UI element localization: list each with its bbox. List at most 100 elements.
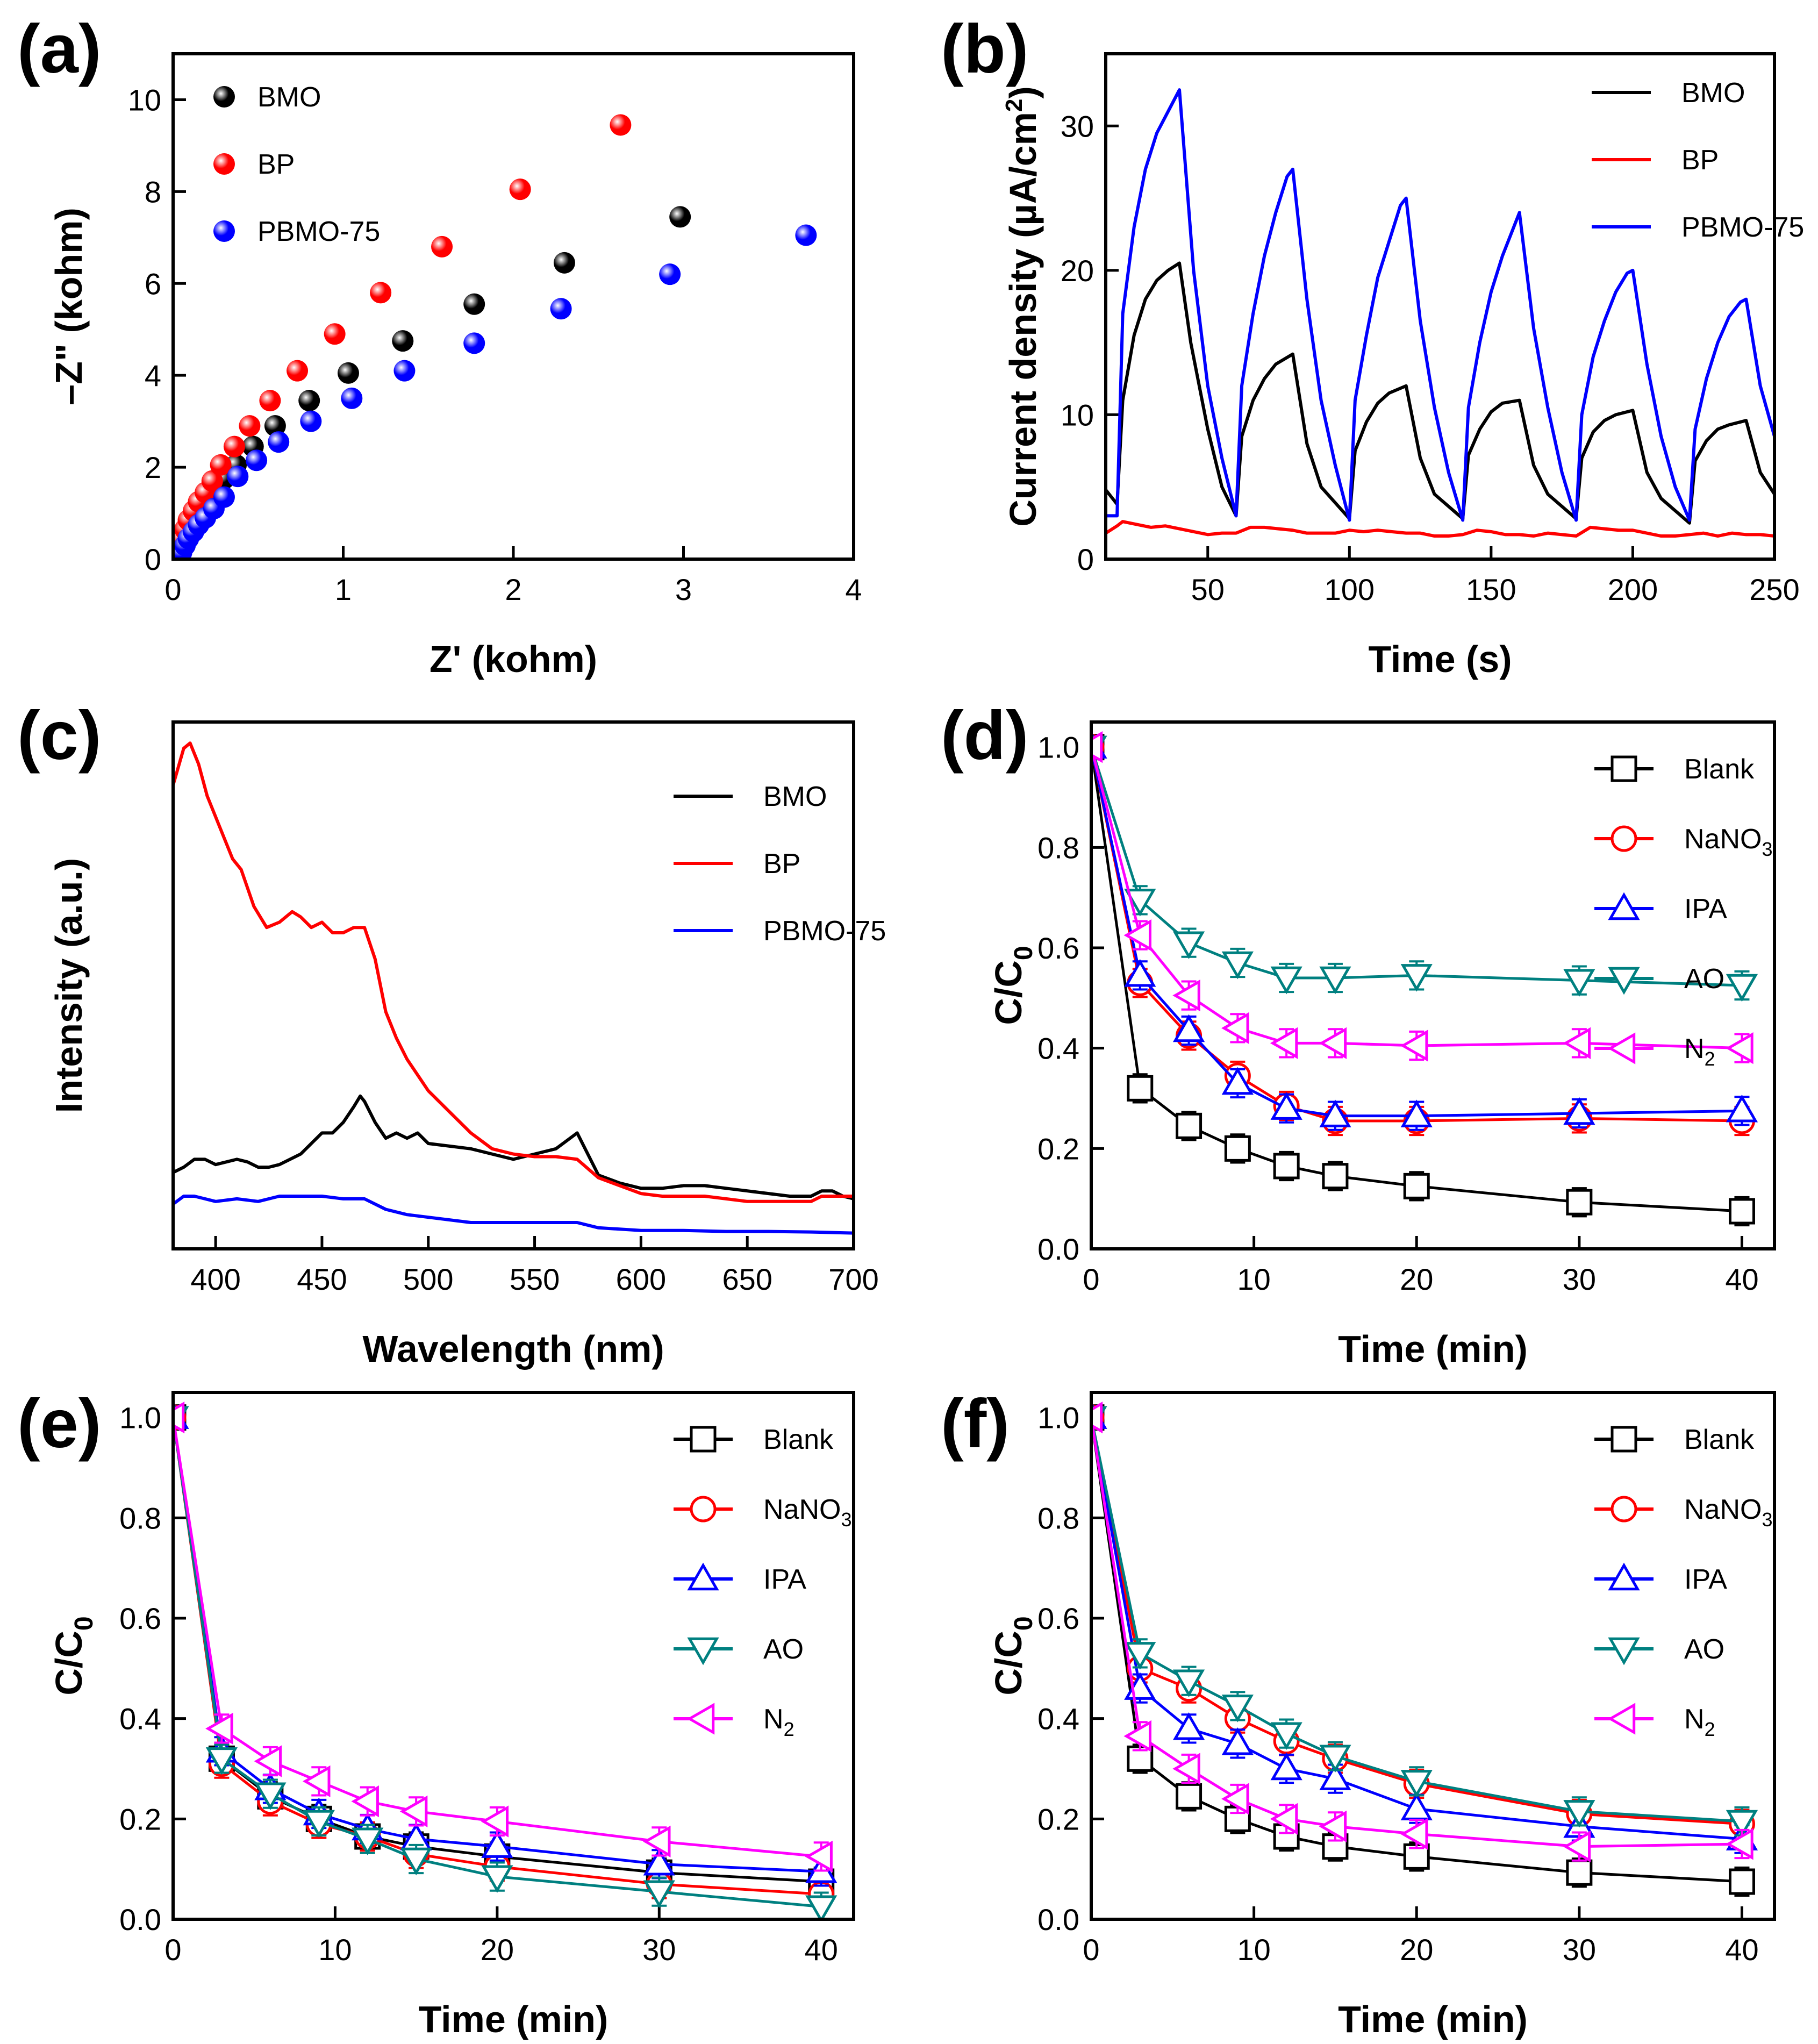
- data-point: [1726, 1810, 1758, 1838]
- data-point: [795, 224, 817, 246]
- y-tick-label: 0.4: [119, 1702, 161, 1736]
- legend-label-text: Blank: [763, 1424, 834, 1455]
- y-axis-label: C/C0: [987, 1616, 1038, 1695]
- legend-label-text: IPA: [1684, 894, 1727, 925]
- data-point: [1726, 1828, 1753, 1860]
- data-point: [1566, 1859, 1593, 1886]
- plot-frame: [171, 720, 855, 1250]
- legend-label: BMO: [257, 82, 321, 113]
- legend-label-sub: 3: [1762, 1509, 1772, 1531]
- data-point: [463, 332, 485, 354]
- x-tick-label: 3: [675, 573, 692, 606]
- y-tick-label: 0.6: [1037, 1602, 1079, 1635]
- data-point: [1091, 731, 1103, 763]
- data-point: [1563, 1097, 1595, 1125]
- x-tick-label: 30: [1563, 1933, 1596, 1967]
- legend-marker: [213, 153, 235, 175]
- y-axis-label-main: Current density (µA/cm: [1002, 112, 1044, 527]
- data-point: [1172, 980, 1200, 1012]
- legend-label-text: N: [1684, 1704, 1705, 1735]
- legend-label-text: Blank: [1684, 754, 1755, 785]
- x-tick-label: 10: [1237, 1262, 1270, 1296]
- y-axis-label: Intensity (a.u.): [48, 858, 90, 1113]
- y-tick-label: 0.6: [119, 1602, 161, 1635]
- series-n: [1091, 1402, 1753, 1863]
- series-line: [1106, 88, 1774, 522]
- series-line: [1106, 261, 1774, 525]
- series-pbmo-75: [1106, 88, 1774, 522]
- y-axis-label-sub: 0: [1010, 1616, 1038, 1631]
- legend-label: IPA: [1684, 1564, 1727, 1595]
- legend-label: BP: [1681, 145, 1719, 176]
- data-point: [210, 454, 232, 476]
- legend-label-text: NaNO: [1684, 1494, 1762, 1525]
- legend-label: NaNO3: [1684, 1494, 1773, 1531]
- legend-marker: [213, 220, 235, 242]
- legend-label-text: AO: [763, 1634, 804, 1665]
- data-point: [1224, 1135, 1251, 1162]
- data-point: [239, 415, 261, 437]
- legend: BMO BP PBMO-75: [213, 82, 380, 247]
- legend-marker: [1607, 1032, 1636, 1064]
- legend-label: AO: [1684, 1634, 1724, 1665]
- data-point: [1172, 1014, 1205, 1042]
- series-pbmo-75: [173, 1195, 854, 1235]
- data-point: [1124, 1642, 1156, 1670]
- data-point: [213, 486, 235, 508]
- legend-label: NaNO3: [1684, 824, 1773, 860]
- y-tick-label: 0.4: [1037, 1702, 1079, 1736]
- legend-marker: [1611, 1496, 1637, 1523]
- data-point: [481, 1830, 513, 1858]
- legend-marker: [1608, 1637, 1640, 1666]
- series-bmo: [173, 206, 691, 559]
- plot-area: [173, 1401, 838, 1919]
- x-tick-label: 30: [642, 1933, 676, 1967]
- y-axis-label-sup: 2: [1001, 99, 1027, 112]
- legend-label-text: N: [763, 1704, 784, 1735]
- data-point: [205, 1712, 233, 1745]
- legend-label: BMO: [1681, 77, 1745, 109]
- panel-label: (f): [941, 1385, 1010, 1462]
- data-point: [1319, 1762, 1351, 1790]
- legend-label: BP: [763, 848, 800, 880]
- data-point: [370, 282, 392, 304]
- legend-label-text: BP: [257, 149, 295, 180]
- data-point: [351, 1785, 379, 1818]
- series-n: [1091, 731, 1753, 1064]
- data-point: [1319, 1745, 1351, 1773]
- series-line: [173, 1195, 854, 1235]
- data-point: [337, 362, 359, 384]
- data-point: [324, 323, 346, 345]
- legend-marker: [1611, 1426, 1637, 1453]
- plot-area: [173, 114, 817, 559]
- legend-marker: [690, 1496, 717, 1523]
- data-point: [1091, 1402, 1103, 1434]
- data-point: [553, 252, 575, 274]
- data-point: [1270, 1027, 1298, 1059]
- legend-label-text: Blank: [1684, 1424, 1755, 1455]
- y-axis-label-sub: 0: [70, 1616, 98, 1631]
- x-tick-label: 550: [510, 1262, 560, 1296]
- data-point: [1728, 1198, 1755, 1225]
- axis-ticks: 50 100 150 200 250 0 10 20 30: [1061, 109, 1800, 606]
- data-point: [805, 1895, 838, 1919]
- data-point: [1221, 1012, 1249, 1044]
- x-tick-label: 50: [1191, 573, 1225, 606]
- panel-label: (c): [17, 697, 101, 774]
- y-tick-label: 0.0: [119, 1903, 161, 1936]
- x-tick-label: 40: [1725, 1262, 1758, 1296]
- data-point: [287, 360, 309, 382]
- data-point: [246, 449, 268, 471]
- legend-marker: [1608, 967, 1640, 995]
- series-n: [173, 1402, 833, 1873]
- data-point: [805, 1840, 833, 1873]
- data-point: [400, 1847, 432, 1876]
- legend-marker: [1611, 755, 1637, 782]
- legend-label: N2: [763, 1704, 795, 1740]
- y-tick-label: 0.2: [1037, 1132, 1079, 1166]
- data-point: [1221, 1695, 1254, 1723]
- data-point: [1319, 1027, 1347, 1059]
- legend-label: Blank: [1684, 1424, 1755, 1455]
